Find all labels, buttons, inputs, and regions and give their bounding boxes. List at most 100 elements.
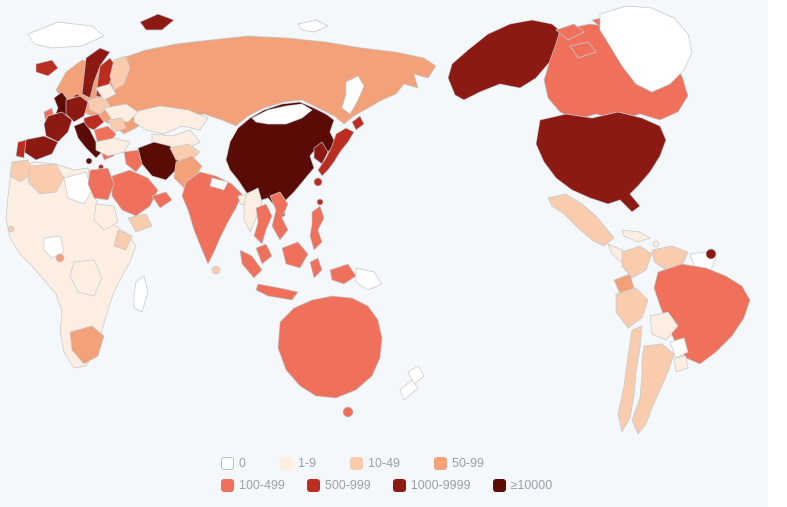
- country-mexico[interactable]: [547, 193, 615, 247]
- country-sudan[interactable]: [93, 203, 119, 231]
- country-morocco[interactable]: [9, 159, 33, 183]
- country-greenland-east-tip[interactable]: [27, 21, 105, 49]
- legend-label-50-99: 50-99: [452, 456, 484, 470]
- legend-label-1000-9999: 1000-9999: [410, 478, 471, 492]
- country-ecuador[interactable]: [613, 273, 635, 295]
- country-hispaniola[interactable]: [652, 240, 660, 248]
- country-myanmar[interactable]: [243, 187, 263, 233]
- legend-row-2: 100-499 500-999 1000-9999 ≥10000: [221, 477, 574, 494]
- legend-item-1-9[interactable]: 1-9: [279, 455, 317, 472]
- country-madagascar[interactable]: [133, 275, 149, 313]
- country-vietnam[interactable]: [269, 191, 289, 241]
- country-portugal[interactable]: [15, 139, 27, 159]
- country-java[interactable]: [255, 283, 299, 301]
- country-japan-hokkaido[interactable]: [351, 115, 365, 131]
- country-japan-kyushu[interactable]: [313, 177, 323, 187]
- legend-item-100-499[interactable]: 100-499: [221, 477, 285, 494]
- country-libya[interactable]: [63, 171, 93, 205]
- country-argentina[interactable]: [631, 343, 675, 435]
- country-norway[interactable]: [81, 47, 111, 99]
- country-saudi-arabia[interactable]: [111, 169, 159, 217]
- country-chile[interactable]: [617, 325, 643, 433]
- legend-swatch-100-499: [221, 479, 234, 492]
- country-cameroon[interactable]: [55, 253, 65, 263]
- country-baltics-belarus[interactable]: [95, 83, 117, 101]
- legend-swatch-ge-10000: [492, 479, 506, 492]
- legend-item-10-49[interactable]: 10-49: [350, 455, 400, 472]
- country-egypt[interactable]: [87, 167, 115, 201]
- country-spain[interactable]: [23, 135, 59, 161]
- country-south-korea[interactable]: [313, 141, 329, 165]
- country-new-zealand-south[interactable]: [399, 379, 419, 401]
- country-bolivia[interactable]: [649, 311, 679, 341]
- country-senegal[interactable]: [7, 225, 15, 233]
- country-arctic-island-1[interactable]: [555, 23, 585, 41]
- country-nepal[interactable]: [209, 177, 229, 191]
- country-taiwan[interactable]: [316, 198, 324, 206]
- country-west-papua[interactable]: [329, 263, 357, 285]
- country-kamchatka[interactable]: [341, 75, 365, 115]
- country-borneo[interactable]: [281, 241, 309, 269]
- country-romania[interactable]: [107, 117, 127, 133]
- country-mongolia[interactable]: [251, 103, 313, 125]
- country-papua-new-guinea[interactable]: [355, 267, 383, 291]
- country-finland[interactable]: [109, 55, 131, 91]
- page-gutter: [768, 0, 787, 507]
- country-japan-honshu[interactable]: [317, 127, 355, 177]
- legend-item-50-99[interactable]: 50-99: [434, 455, 484, 472]
- legend-label-ge-10000: ≥10000: [510, 478, 553, 492]
- country-sicily[interactable]: [85, 157, 93, 165]
- country-colombia[interactable]: [621, 245, 653, 279]
- country-dr-congo[interactable]: [69, 259, 103, 297]
- country-arctic-islands-north[interactable]: [297, 19, 329, 33]
- country-australia[interactable]: [277, 295, 383, 399]
- legend-label-0: 0: [239, 456, 246, 470]
- country-uruguay[interactable]: [673, 355, 689, 373]
- legend-swatch-1000-9999: [392, 479, 406, 492]
- country-south-africa[interactable]: [69, 325, 105, 365]
- country-iceland[interactable]: [35, 59, 59, 77]
- legend-label-1-9: 1-9: [297, 456, 317, 470]
- legend-item-0[interactable]: 0: [221, 455, 246, 472]
- country-svalbard[interactable]: [139, 13, 175, 31]
- country-usa[interactable]: [535, 111, 667, 213]
- country-ukraine[interactable]: [103, 103, 139, 123]
- country-tasmania[interactable]: [342, 406, 354, 418]
- country-thailand[interactable]: [253, 203, 273, 245]
- country-sri-lanka[interactable]: [211, 265, 221, 275]
- legend-item-500-999[interactable]: 500-999: [306, 477, 371, 494]
- country-cuba[interactable]: [621, 229, 651, 243]
- country-ethiopia[interactable]: [113, 229, 133, 251]
- legend-label-10-49: 10-49: [368, 456, 401, 470]
- country-arctic-island-3[interactable]: [569, 41, 597, 59]
- country-sulawesi[interactable]: [309, 257, 323, 279]
- legend-swatch-0: [221, 457, 234, 470]
- country-philippines[interactable]: [309, 205, 325, 251]
- legend-label-100-499: 100-499: [239, 478, 285, 492]
- legend-swatch-10-49: [350, 457, 364, 470]
- map-legend: 0 1-9 10-49 50-99 100-499: [221, 455, 574, 494]
- country-sumatra[interactable]: [239, 249, 263, 279]
- legend-item-1000-9999[interactable]: 1000-9999: [392, 477, 471, 494]
- legend-row-1: 0 1-9 10-49 50-99: [221, 455, 574, 472]
- country-malaysia[interactable]: [255, 243, 273, 265]
- country-paraguay[interactable]: [669, 337, 689, 359]
- legend-swatch-50-99: [434, 457, 448, 470]
- country-kazakhstan[interactable]: [133, 105, 209, 135]
- legend-item-ge-10000[interactable]: ≥10000: [492, 477, 553, 494]
- legend-label-500-999: 500-999: [324, 478, 371, 492]
- map-area: 0 1-9 10-49 50-99 100-499: [5, 5, 751, 494]
- country-french-guiana[interactable]: [705, 248, 717, 260]
- country-france[interactable]: [43, 111, 73, 143]
- legend-swatch-500-999: [306, 479, 320, 492]
- country-yemen[interactable]: [127, 213, 153, 233]
- country-gulf-states[interactable]: [151, 191, 173, 209]
- country-germany[interactable]: [65, 95, 89, 123]
- country-iraq[interactable]: [123, 149, 145, 173]
- world-map: [5, 5, 751, 435]
- country-greenland[interactable]: [599, 5, 693, 93]
- country-algeria[interactable]: [27, 163, 65, 195]
- country-peru[interactable]: [615, 287, 649, 329]
- country-india[interactable]: [181, 171, 243, 265]
